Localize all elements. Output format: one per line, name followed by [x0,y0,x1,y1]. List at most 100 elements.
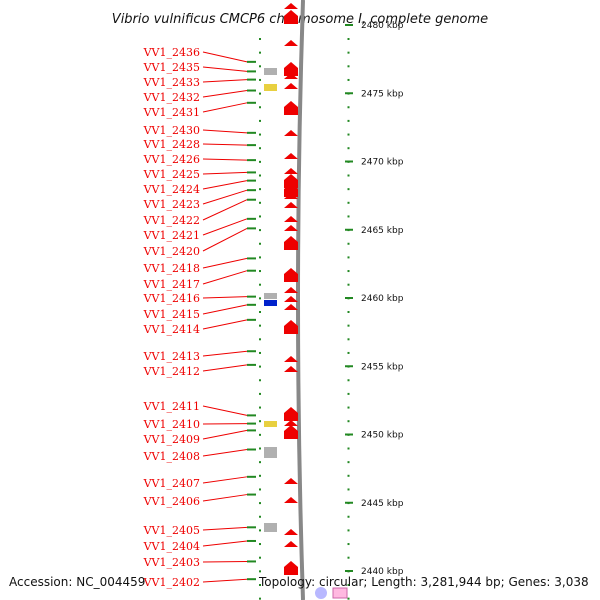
gene-leader-line [202,180,248,190]
legend-circle-icon [315,587,327,599]
inner-minor-tick [259,78,261,81]
forward-gene-arrow-icon [284,304,298,310]
scale-minor-tick [347,297,350,300]
inner-minor-tick [259,433,261,436]
forward-gene-arrow-icon [284,130,298,136]
gene-leader-line [202,494,248,502]
scale-minor-tick [347,543,350,546]
gene-label: VV1_2430 [143,124,200,137]
gene-leader-line [202,319,248,330]
inner-minor-tick [259,188,261,191]
inner-minor-tick [259,584,261,586]
scale-minor-tick [347,119,350,122]
inner-minor-tick [259,242,261,245]
gene-leader-line [202,66,248,72]
forward-gene-arrow-icon [284,478,298,484]
gene-label: VV1_2409 [143,433,200,446]
forward-gene-arrow-icon [284,529,298,535]
gene-label: VV1_2417 [143,278,200,291]
scale-minor-tick [347,51,350,54]
scale-minor-tick [347,106,350,109]
inner-minor-tick [259,133,261,136]
gene-label: VV1_2405 [143,524,200,537]
accession-text: Accession: NC_004459 [9,575,145,589]
gene-leader-line [202,476,248,484]
gene-leader-line [202,296,248,299]
scale-minor-tick [347,597,350,600]
scale-minor-tick [347,529,350,532]
scale-tick-label: 2445 kbp [361,499,404,509]
gene-label: VV1_2408 [143,450,200,463]
reverse-gene-box [264,523,277,532]
scale-minor-tick [347,65,350,68]
reverse-gene-box [264,68,277,75]
scale-minor-tick [347,488,350,491]
reverse-gene-box [264,84,277,91]
inner-minor-tick [259,351,261,354]
scale-tick-label: 2470 kbp [361,158,404,168]
scale-minor-tick [347,160,350,163]
gene-label: VV1_2402 [143,576,200,589]
scale-minor-tick [347,406,350,409]
scale-minor-tick [347,174,350,177]
gene-label: VV1_2418 [143,262,200,275]
forward-gene-arrow-icon [284,296,298,302]
inner-minor-tick [259,311,261,313]
forward-gene-arrow-icon [284,268,298,282]
gene-leader-line [202,189,248,205]
inner-minor-tick [259,447,261,450]
gene-label: VV1_2414 [143,323,200,336]
inner-minor-tick [259,420,261,423]
gene-label: VV1_2435 [143,61,200,74]
scale-tick-label: 2480 kbp [361,21,404,31]
forward-gene-arrow-icon [284,40,298,46]
gene-leader-line [202,218,248,236]
inner-minor-tick [259,365,261,368]
inner-minor-tick [259,119,261,122]
inner-minor-tick [259,515,261,518]
scale-minor-tick [347,133,350,136]
forward-gene-arrow-icon [284,497,298,503]
inner-minor-tick [259,379,261,382]
gene-leader-line [202,79,248,83]
inner-minor-tick [259,283,261,286]
gene-leader-line [202,304,248,315]
scale-minor-tick [347,556,350,559]
gene-leader-line [202,227,248,252]
gene-leader-line [202,350,248,357]
gene-leader-line [202,526,248,531]
inner-minor-tick [259,597,261,600]
gene-label: VV1_2421 [143,229,200,242]
scale-minor-tick [347,324,350,327]
scale-minor-tick [347,392,350,395]
scale-minor-tick [347,502,350,505]
scale-minor-tick [347,92,350,95]
scale-minor-tick [347,584,350,586]
inner-minor-tick [259,201,261,204]
scale-minor-tick [347,201,350,204]
gene-leaders [202,51,256,583]
scale-tick-label: 2460 kbp [361,294,404,304]
inner-minor-tick [259,106,261,109]
scale-minor-tick [347,147,350,150]
gene-label: VV1_2406 [143,495,200,508]
scale-tick-label: 2475 kbp [361,89,404,99]
gene-label: VV1_2436 [143,46,200,59]
scale-minor-tick [347,215,350,218]
gene-leader-line [202,102,248,113]
forward-gene-arrow-icon [284,174,298,188]
scale-minor-tick [347,283,350,286]
legend-box-icon [332,587,348,599]
gene-leader-line [202,449,248,457]
gene-label: VV1_2407 [143,477,200,490]
scale-minor-tick [347,188,350,191]
inner-minor-tick [259,392,261,395]
gene-features [264,3,298,575]
forward-gene-arrow-icon [284,10,298,24]
forward-gene-arrow-icon [284,236,298,250]
forward-gene-arrow-icon [284,366,298,372]
scale-tick-label: 2455 kbp [361,362,404,372]
inner-minor-tick [259,461,261,464]
scale-tick-label: 2440 kbp [361,567,404,577]
gene-label: VV1_2415 [143,308,200,321]
